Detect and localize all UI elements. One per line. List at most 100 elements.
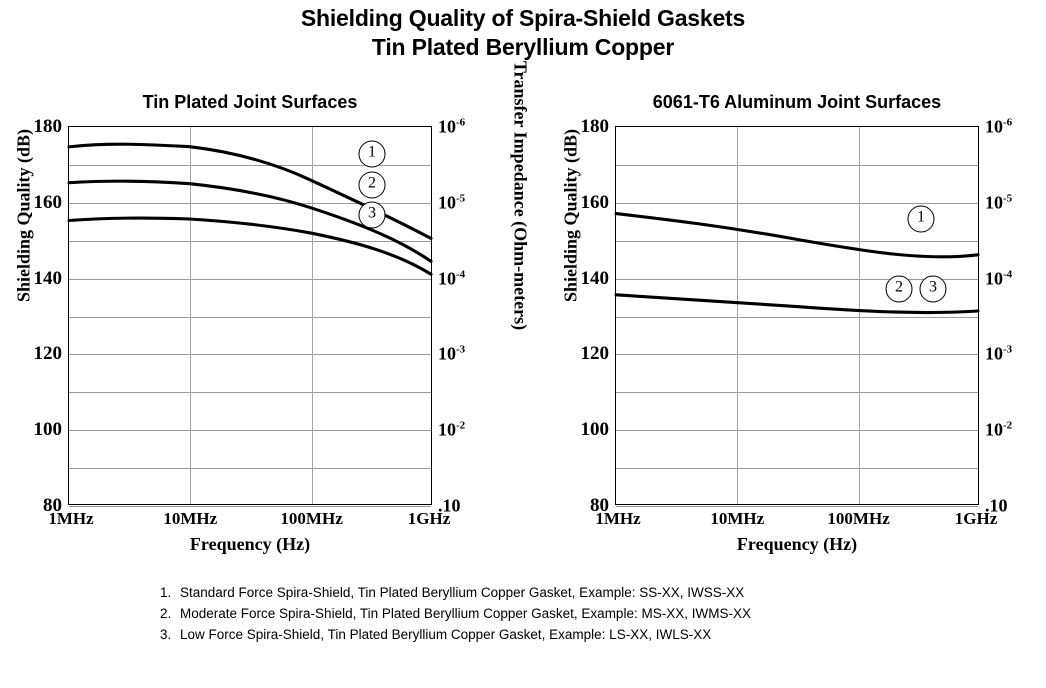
ytick-right-1e-4: 10-4: [985, 268, 1012, 289]
ytick-left-140: 140: [33, 267, 63, 289]
gridline-120: [69, 354, 431, 356]
ytick-left-80: 80: [43, 495, 62, 516]
gridline-90: [69, 468, 431, 470]
x-axis-title-left: Frequency (Hz): [189, 534, 311, 554]
gridline-150: [616, 240, 978, 242]
ytick-left-180: 180: [33, 116, 63, 137]
curve-1-right: [614, 211, 980, 259]
ytick-right-mantissa: 10: [438, 343, 456, 364]
curve-marker-2-left: 2: [358, 171, 386, 199]
ytick-right-mantissa: 10: [985, 116, 1003, 137]
ytick-right-1e-2: 10-2: [985, 420, 1012, 441]
footnote-number: 1.: [160, 585, 172, 600]
ytick-right-1e-3: 10-3: [985, 344, 1012, 365]
ytick-right-exponent: -6: [456, 116, 466, 129]
ytick-left-100: 100: [33, 419, 63, 441]
xtick-10mhz: 10MHz: [163, 509, 218, 528]
plot-area-right: 1 2 3 180 160 140 120 100 80 10-6 10-5 1…: [581, 116, 1013, 528]
footnote-text: Moderate Force Spira-Shield, Tin Plated …: [180, 606, 751, 621]
footnote-number: 2.: [160, 606, 172, 621]
footnote-item-2: 2. Moderate Force Spira-Shield, Tin Plate…: [160, 603, 751, 624]
ytick-left-160: 160: [580, 191, 610, 213]
gridline-130: [616, 316, 978, 318]
ytick-right-point10: .10: [985, 496, 1008, 517]
ytick-right-1e-3: 10-3: [438, 344, 465, 365]
gridline-160: [616, 202, 978, 204]
ytick-right-mantissa: 10: [985, 419, 1003, 440]
y-axis-title-left-primary: Shielding Quality (dB): [13, 128, 34, 303]
footnote-item-3: 3. Low Force Spira-Shield, Tin Plated Ber…: [160, 624, 751, 645]
ytick-right-exponent: -5: [1003, 192, 1013, 205]
xtick-1ghz: 1GHz: [407, 509, 451, 528]
ytick-right-mantissa: 10: [985, 268, 1003, 289]
ytick-right-mantissa: .10: [985, 495, 1008, 516]
xtick-10mhz: 10MHz: [710, 509, 765, 528]
ytick-right-1e-6: 10-6: [438, 117, 465, 138]
ytick-right-mantissa: 10: [438, 192, 456, 213]
x-axis-title-right: Frequency (Hz): [736, 534, 858, 554]
ytick-right-1e-6: 10-6: [985, 117, 1012, 138]
gridline-140: [616, 278, 978, 280]
xtick-1mhz: 1MHz: [48, 509, 94, 528]
ytick-left-120: 120: [33, 343, 63, 365]
ytick-right-mantissa: 10: [438, 116, 456, 137]
xtick-1mhz: 1MHz: [595, 509, 641, 528]
ytick-right-mantissa: 10: [985, 192, 1003, 213]
ytick-right-exponent: -2: [456, 419, 466, 432]
ytick-right-point10: .10: [438, 496, 461, 517]
gridline-100: [616, 430, 978, 432]
ytick-left-100: 100: [580, 419, 610, 441]
gridline-80: [69, 506, 431, 507]
gridline-100mhz: [311, 127, 313, 504]
y-axis-title-left-secondary: Transfer Impedance (Ohm-meters): [510, 60, 531, 331]
y-axis-title-right-primary: Shielding Quality (dB): [560, 128, 581, 303]
ytick-right-exponent: -4: [456, 268, 466, 281]
ytick-right-mantissa: 10: [985, 343, 1003, 364]
gridline-140: [69, 278, 431, 280]
ytick-right-exponent: -6: [1003, 116, 1013, 129]
curve-marker-2-right: 2: [885, 275, 913, 303]
ytick-right-1e-4: 10-4: [438, 268, 465, 289]
curve-marker-1-left: 1: [358, 140, 386, 168]
gridline-100: [69, 430, 431, 432]
gridline-120: [616, 354, 978, 356]
ytick-right-1e-5: 10-5: [985, 192, 1012, 213]
ytick-right-exponent: -2: [1003, 419, 1013, 432]
chart-subtitle-right: 6061-T6 Aluminum Joint Surfaces: [652, 92, 942, 112]
ytick-right-exponent: -4: [1003, 268, 1013, 281]
xtick-1ghz: 1GHz: [954, 509, 998, 528]
page-title: Shielding Quality of Spira-Shield Gasket…: [0, 4, 1046, 62]
curve-2-left: [67, 179, 433, 263]
page-title-line-2: Tin Plated Beryllium Copper: [371, 34, 675, 60]
plot-area-left: 1 2 3 180 160 140 120 100 80 10-6 10-5 1…: [34, 116, 466, 528]
gridline-110: [616, 392, 978, 394]
gridline-100mhz: [858, 127, 860, 504]
ytick-right-1e-5: 10-5: [438, 192, 465, 213]
ytick-left-160: 160: [33, 191, 63, 213]
chart-subtitle-left: Tin Plated Joint Surfaces: [142, 92, 358, 112]
curves-right: [614, 211, 980, 315]
curve-marker-1-right: 1: [907, 205, 935, 233]
footnote-number: 3.: [160, 627, 172, 642]
ytick-left-80: 80: [590, 495, 609, 516]
curve-marker-3-right: 3: [919, 275, 947, 303]
ytick-right-exponent: -3: [456, 343, 466, 356]
curve-marker-3-left: 3: [358, 201, 386, 229]
ytick-left-180: 180: [580, 116, 610, 137]
gridline-90: [616, 468, 978, 470]
ytick-right-exponent: -5: [456, 192, 466, 205]
gridline-170: [616, 164, 978, 166]
gridline-130: [69, 316, 431, 318]
gridline-160: [69, 202, 431, 204]
ytick-left-120: 120: [580, 343, 610, 365]
footnote-item-1: 1. Standard Force Spira-Shield, Tin Plate…: [160, 582, 751, 603]
curve-2-3-right: [614, 293, 980, 315]
page-title-line-1: Shielding Quality of Spira-Shield Gasket…: [300, 5, 746, 31]
footnote-text: Standard Force Spira-Shield, Tin Plated …: [180, 585, 745, 600]
ytick-right-1e-2: 10-2: [438, 420, 465, 441]
gridline-150: [69, 240, 431, 242]
ytick-right-mantissa: 10: [438, 419, 456, 440]
gridline-80: [616, 506, 978, 507]
ytick-left-140: 140: [580, 267, 610, 289]
curve-3-left: [67, 216, 433, 276]
